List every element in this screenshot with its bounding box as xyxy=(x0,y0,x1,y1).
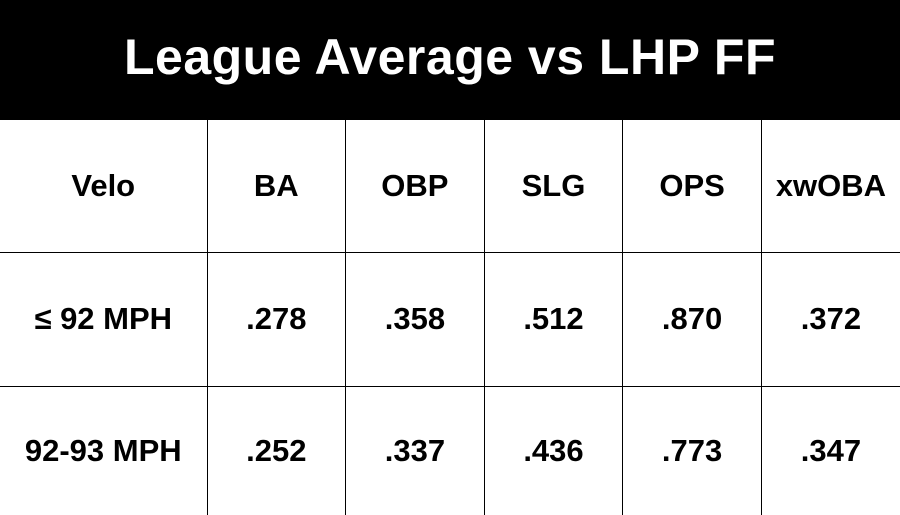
page-title: League Average vs LHP FF xyxy=(123,29,777,85)
table-row: 92-93 MPH .252 .337 .436 .773 .347 xyxy=(0,385,900,515)
table-header-row: Velo BA OBP SLG OPS xwOBA xyxy=(0,120,900,253)
header-velo: Velo xyxy=(0,120,208,253)
title-banner: League Average vs LHP FF xyxy=(0,0,900,120)
header-xwoba: xwOBA xyxy=(760,120,900,253)
cell-slg: .512 xyxy=(483,251,624,387)
stats-table: Velo BA OBP SLG OPS xwOBA ≤ 92 MPH .278 … xyxy=(0,120,900,515)
cell-obp: .337 xyxy=(345,385,485,515)
cell-xwoba: .372 xyxy=(760,251,900,387)
cell-ops: .870 xyxy=(622,251,762,387)
cell-ops: .773 xyxy=(622,385,762,515)
cell-ba: .252 xyxy=(206,385,347,515)
header-ba: BA xyxy=(206,120,347,253)
cell-obp: .358 xyxy=(345,251,485,387)
header-ops: OPS xyxy=(622,120,762,253)
cell-ba: .278 xyxy=(206,251,347,387)
cell-velo: ≤ 92 MPH xyxy=(0,251,208,387)
header-obp: OBP xyxy=(345,120,485,253)
cell-xwoba: .347 xyxy=(760,385,900,515)
cell-velo: 92-93 MPH xyxy=(0,385,208,515)
table-row: ≤ 92 MPH .278 .358 .512 .870 .372 xyxy=(0,251,900,387)
cell-slg: .436 xyxy=(483,385,624,515)
header-slg: SLG xyxy=(483,120,624,253)
